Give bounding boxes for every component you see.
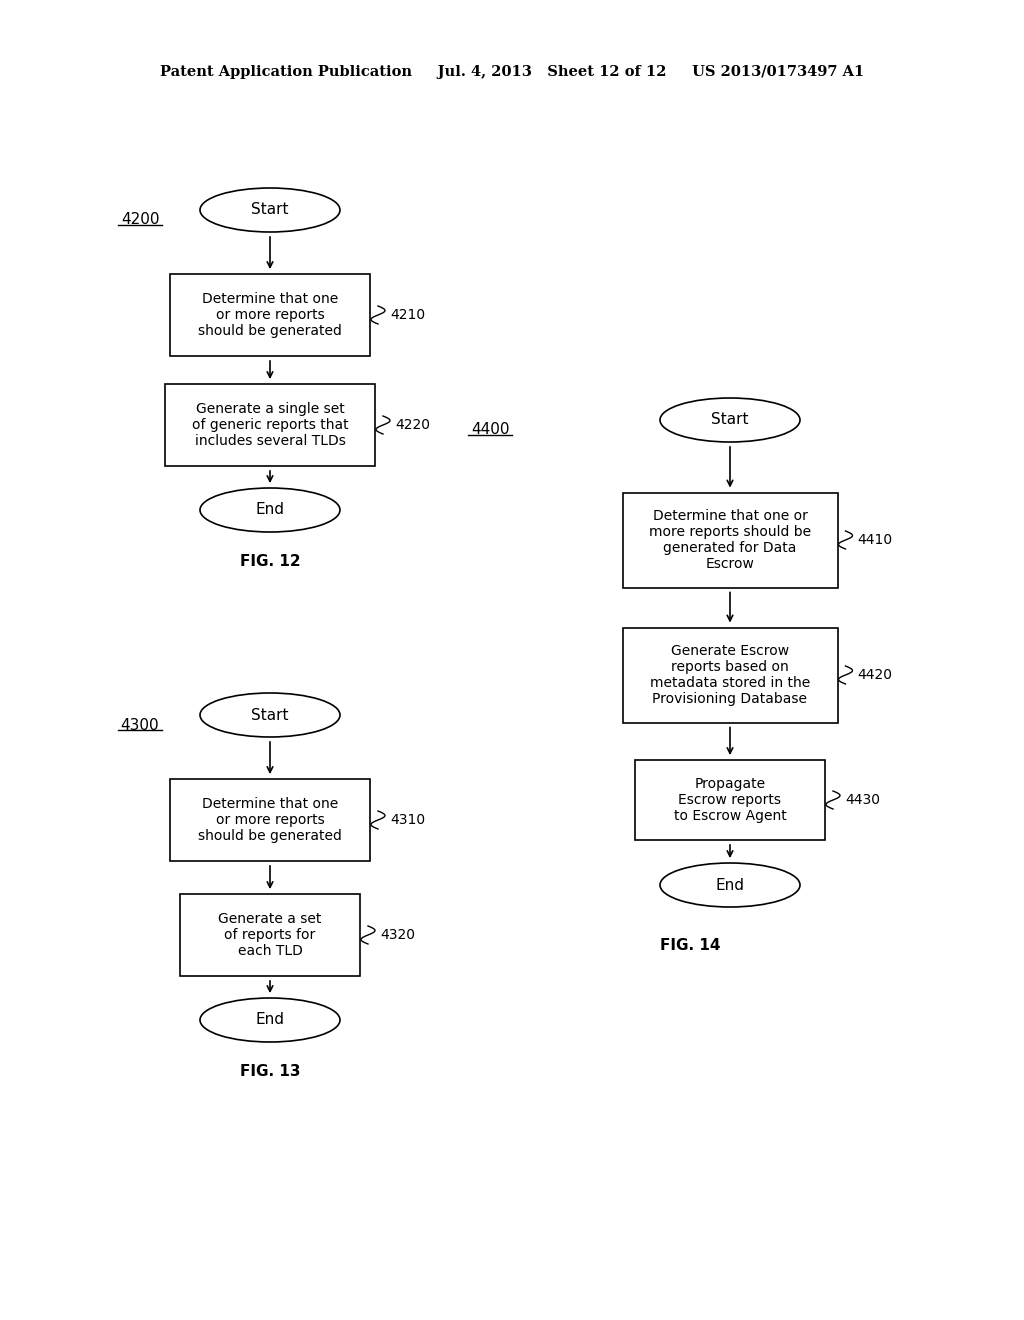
Text: FIG. 13: FIG. 13 bbox=[240, 1064, 300, 1080]
Text: 4400: 4400 bbox=[471, 422, 509, 437]
Text: 4430: 4430 bbox=[845, 793, 880, 807]
Text: Propagate
Escrow reports
to Escrow Agent: Propagate Escrow reports to Escrow Agent bbox=[674, 776, 786, 824]
Text: Determine that one or
more reports should be
generated for Data
Escrow: Determine that one or more reports shoul… bbox=[649, 508, 811, 572]
Text: Start: Start bbox=[251, 708, 289, 722]
Text: Start: Start bbox=[712, 412, 749, 428]
Text: 4200: 4200 bbox=[121, 213, 160, 227]
Text: End: End bbox=[256, 1012, 285, 1027]
Text: End: End bbox=[256, 503, 285, 517]
Text: Determine that one
or more reports
should be generated: Determine that one or more reports shoul… bbox=[198, 292, 342, 338]
Text: 4420: 4420 bbox=[857, 668, 893, 682]
Text: Generate a set
of reports for
each TLD: Generate a set of reports for each TLD bbox=[218, 912, 322, 958]
Text: 4310: 4310 bbox=[390, 813, 425, 828]
Text: 4220: 4220 bbox=[395, 418, 430, 432]
Text: End: End bbox=[716, 878, 744, 892]
Text: 4210: 4210 bbox=[390, 308, 425, 322]
Text: 4410: 4410 bbox=[857, 533, 893, 546]
Text: Patent Application Publication     Jul. 4, 2013   Sheet 12 of 12     US 2013/017: Patent Application Publication Jul. 4, 2… bbox=[160, 65, 864, 79]
Text: FIG. 12: FIG. 12 bbox=[240, 554, 300, 569]
Text: FIG. 14: FIG. 14 bbox=[659, 937, 720, 953]
Text: Generate a single set
of generic reports that
includes several TLDs: Generate a single set of generic reports… bbox=[191, 401, 348, 449]
Text: 4300: 4300 bbox=[121, 718, 160, 733]
Text: 4320: 4320 bbox=[380, 928, 415, 942]
Text: Generate Escrow
reports based on
metadata stored in the
Provisioning Database: Generate Escrow reports based on metadat… bbox=[650, 644, 810, 706]
Text: Start: Start bbox=[251, 202, 289, 218]
Text: Determine that one
or more reports
should be generated: Determine that one or more reports shoul… bbox=[198, 797, 342, 843]
